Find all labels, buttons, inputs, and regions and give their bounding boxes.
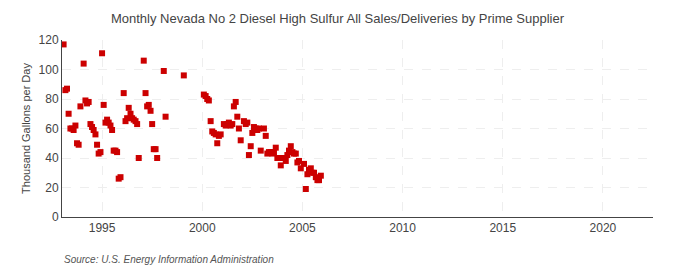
svg-text:100: 100 (39, 63, 59, 77)
svg-text:20: 20 (45, 181, 59, 195)
svg-text:2010: 2010 (389, 221, 416, 235)
svg-text:120: 120 (39, 33, 59, 47)
svg-text:80: 80 (45, 92, 59, 106)
svg-text:2005: 2005 (289, 221, 316, 235)
svg-text:2000: 2000 (189, 221, 216, 235)
svg-text:40: 40 (45, 151, 59, 165)
svg-text:60: 60 (45, 122, 59, 136)
svg-text:Thousand Gallons per Day: Thousand Gallons per Day (20, 63, 32, 194)
svg-text:1995: 1995 (89, 221, 116, 235)
svg-text:2020: 2020 (590, 221, 617, 235)
svg-text:Source: U.S. Energy Informatio: Source: U.S. Energy Information Administ… (64, 254, 274, 265)
svg-text:0: 0 (52, 210, 59, 224)
svg-text:Monthly Nevada No 2 Diesel Hig: Monthly Nevada No 2 Diesel High Sulfur A… (111, 11, 565, 26)
svg-text:2015: 2015 (489, 221, 516, 235)
